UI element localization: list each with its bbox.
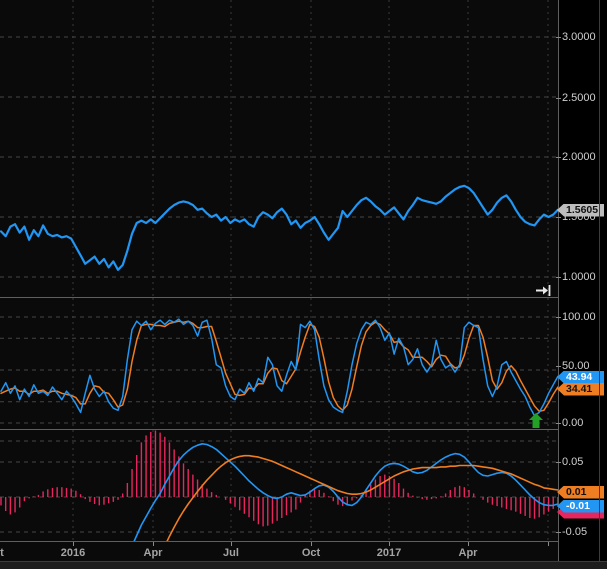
stoch-k-badge: 43.94 [557,370,604,384]
horizontal-gridlines [0,316,558,424]
y-axis-tick [556,277,561,278]
y-axis-label: 100.00 [562,311,596,323]
y-axis-label: -0.05 [562,526,588,538]
price-last-badge: 1.5605 [557,203,604,217]
stochastic-panel-chart[interactable] [0,298,558,429]
x-axis-label: 2017 [376,547,402,559]
stoch-k-line [0,318,558,417]
x-axis-label: Apr [458,547,478,559]
y-axis-label: 50.00 [562,360,590,372]
macd-signal-line [166,454,558,541]
x-axis-tick [548,542,549,546]
y-axis-label: 0.05 [562,456,584,468]
x-axis-tick [153,542,154,546]
x-axis-tick [231,542,232,546]
price-axis-column[interactable]: 3.0000 2.5000 2.0000 1.5000 1.0000 1.5605 100.… [556,0,607,561]
y-axis-label: 2.0000 [562,151,596,163]
x-axis-label: t [0,547,4,559]
y-axis-tick [556,157,561,158]
panel-divider [0,541,599,542]
y-axis-label: 1.0000 [562,271,596,283]
x-axis-label: 2016 [60,547,86,559]
vertical-gridlines [72,298,549,429]
y-axis-label: 3.0000 [562,31,596,43]
x-axis-tick [468,542,469,546]
bottom-frame-line [0,561,607,562]
x-axis-label: Oct [301,547,321,559]
right-frame-line [599,0,600,562]
scroll-to-latest-icon[interactable] [536,285,551,296]
y-axis-tick [556,37,561,38]
horizontal-gridlines [0,440,558,533]
x-axis-tick [73,542,74,546]
y-axis-tick [556,462,561,463]
stoch-d-badge: 34.41 [557,382,604,396]
y-axis-tick [556,98,561,99]
x-axis-label: Apr [143,547,163,559]
y-axis-tick [556,317,561,318]
y-axis-label: 0.00 [562,417,584,429]
macd-line [133,443,558,541]
y-axis-tick [556,423,561,424]
vertical-gridlines [72,430,549,541]
macd-histogram [0,430,558,527]
panel-divider[interactable] [0,429,599,430]
horizontal-gridlines [0,36,558,278]
y-axis-tick [556,532,561,533]
x-axis[interactable]: t 2016 Apr Jul Oct 2017 Apr [0,542,558,561]
y-axis-tick [556,217,561,218]
x-axis-tick [389,542,390,546]
vertical-gridlines [72,0,549,297]
macd-panel-chart[interactable] [0,430,558,541]
macd-line-badge: -0.01 [557,499,604,513]
bottom-strip [0,562,607,569]
buy-signal-arrow-icon [529,413,543,428]
panel-divider[interactable] [0,297,599,298]
x-axis-label: Jul [223,547,239,559]
price-line [0,184,558,271]
macd-signal-badge: 0.01 [557,485,604,499]
y-axis-tick [556,366,561,367]
x-axis-tick [311,542,312,546]
price-panel-chart[interactable] [0,0,558,297]
y-axis-label: 2.5000 [562,92,596,104]
